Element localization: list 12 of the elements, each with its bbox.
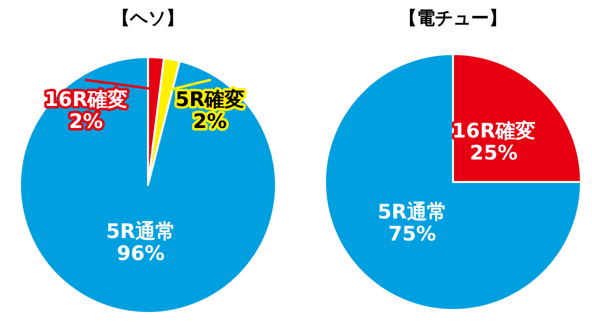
data-label: 2% xyxy=(193,109,227,133)
data-label: 96% xyxy=(116,241,165,266)
pie-slice xyxy=(19,56,277,314)
slice-label: 16R確変 xyxy=(452,118,536,142)
data-label: 25% xyxy=(470,140,518,164)
pie-slice xyxy=(324,53,582,311)
chart-title: 【ヘソ】 xyxy=(112,8,184,29)
slice-label: 5R通常 xyxy=(106,219,176,244)
slice-label: 5R通常 xyxy=(378,200,447,224)
slice-label: 5R確変 xyxy=(175,87,245,111)
chart-title: 【電チュー】 xyxy=(399,8,507,29)
data-label: 75% xyxy=(388,222,436,246)
